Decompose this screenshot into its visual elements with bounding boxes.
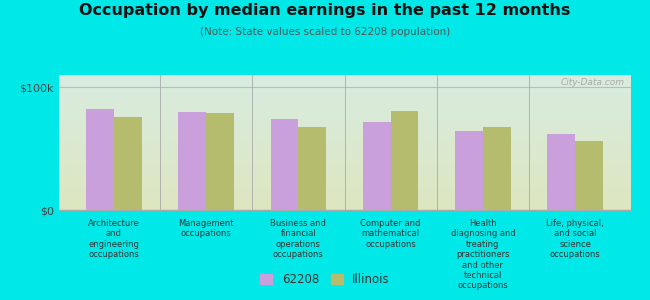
Bar: [298, 127, 326, 210]
Text: Architecture
and
engineering
occupations: Architecture and engineering occupations: [88, 219, 140, 259]
Bar: [455, 131, 483, 210]
Bar: [547, 134, 575, 210]
Text: Computer and
mathematical
occupations: Computer and mathematical occupations: [361, 219, 421, 249]
Text: Life, physical,
and social
science
occupations: Life, physical, and social science occup…: [546, 219, 604, 259]
Text: City-Data.com: City-Data.com: [561, 78, 625, 87]
Bar: [114, 117, 142, 210]
Bar: [575, 141, 603, 210]
Bar: [179, 112, 206, 210]
Bar: [270, 119, 298, 210]
Bar: [483, 127, 510, 210]
Bar: [391, 111, 419, 210]
Text: (Note: State values scaled to 62208 population): (Note: State values scaled to 62208 popu…: [200, 27, 450, 37]
Legend: 62208, Illinois: 62208, Illinois: [255, 269, 395, 291]
Text: Management
occupations: Management occupations: [178, 219, 234, 239]
Text: Business and
financial
operations
occupations: Business and financial operations occupa…: [270, 219, 326, 259]
Bar: [86, 110, 114, 210]
Text: Health
diagnosing and
treating
practitioners
and other
technical
occupations: Health diagnosing and treating practitio…: [450, 219, 515, 290]
Text: Occupation by median earnings in the past 12 months: Occupation by median earnings in the pas…: [79, 3, 571, 18]
Bar: [363, 122, 391, 210]
Bar: [206, 113, 234, 210]
